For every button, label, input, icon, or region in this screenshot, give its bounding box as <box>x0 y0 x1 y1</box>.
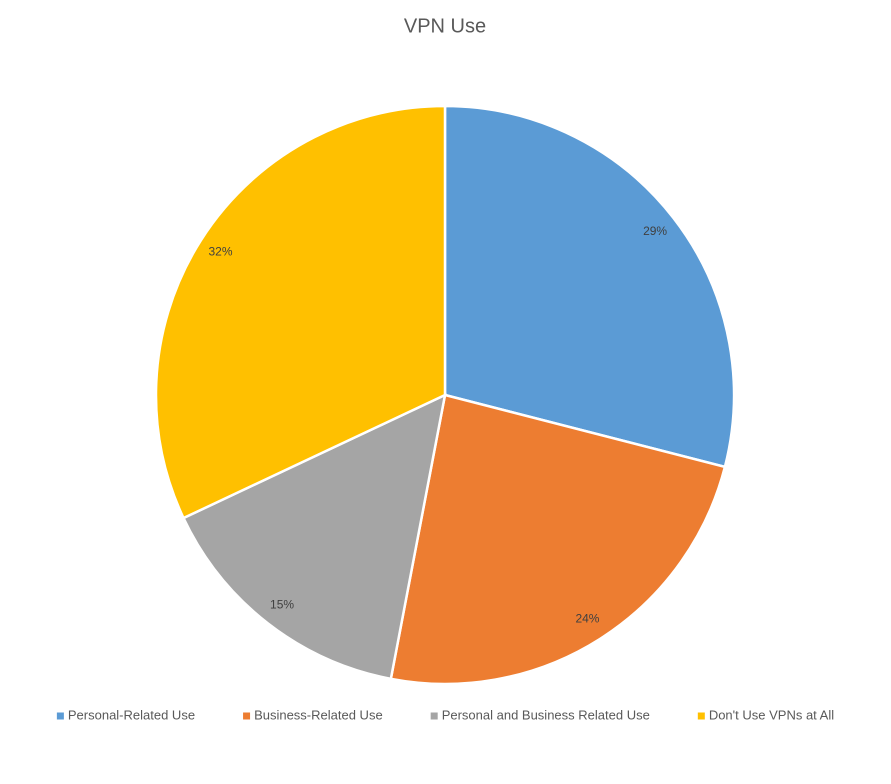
legend-label: Don't Use VPNs at All <box>709 707 834 722</box>
legend-label: Personal and Business Related Use <box>442 707 650 722</box>
pie-slice <box>443 104 736 469</box>
legend-marker <box>430 712 438 720</box>
legend-label: Business-Related Use <box>254 707 383 722</box>
legend: Personal-Related Use Business-Related Use… <box>56 707 834 722</box>
pie-slice <box>181 392 447 681</box>
data-label: 32% <box>208 245 232 259</box>
data-label: 29% <box>643 224 667 238</box>
pie-slice <box>389 393 727 686</box>
legend-label: Personal-Related Use <box>68 707 195 722</box>
chart-title: VPN Use <box>404 15 486 37</box>
legend-marker <box>243 712 251 720</box>
pie-slice <box>154 104 447 520</box>
legend-marker <box>697 712 705 720</box>
data-label: 24% <box>575 612 599 626</box>
data-label: 15% <box>270 597 294 611</box>
legend-marker <box>56 712 64 720</box>
